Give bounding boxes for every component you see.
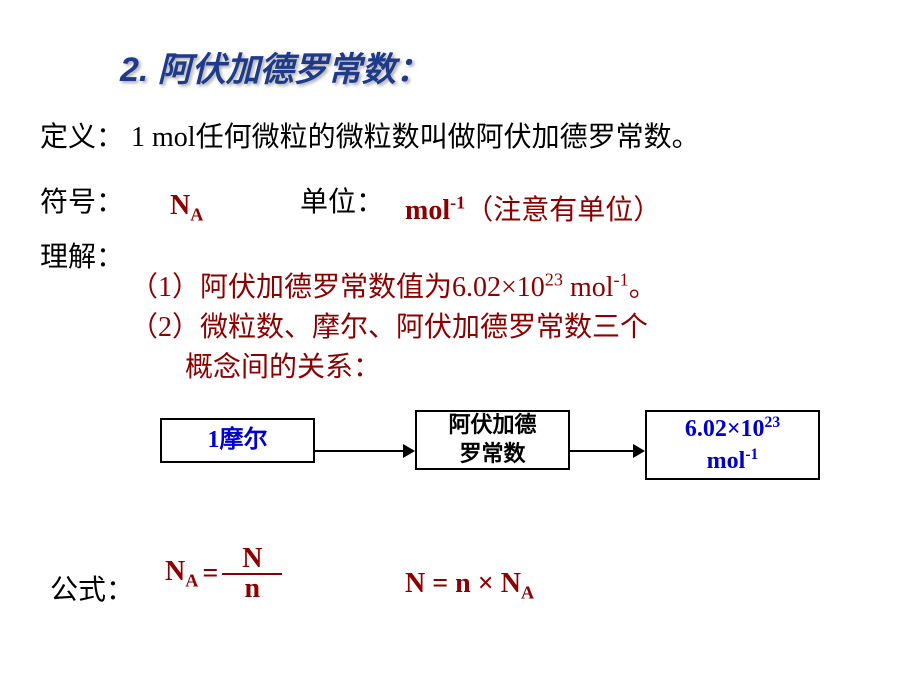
understand-row: 理解： [40,235,124,275]
understand-label: 理解： [40,242,124,273]
formula-2: N = n × NA [405,568,534,604]
p1-post: mol [563,272,614,303]
box3-exp: 23 [765,414,781,431]
p1-exp: 23 [545,270,563,290]
definition-text: 1 mol任何微粒的微粒数叫做阿伏加德罗常数。 [131,122,700,153]
p1-exp2: -1 [614,270,629,290]
diagram-box-avogadro: 阿伏加德罗常数 [415,410,570,470]
unit-exp: -1 [450,193,465,213]
f1-Asub: A [185,571,198,591]
point-1: （1）阿伏加德罗常数值为6.02×1023 mol-1。 [130,265,657,305]
symbol-value: NA [170,190,203,226]
definition-row: 定义： 1 mol任何微粒的微粒数叫做阿伏加德罗常数。 [40,115,700,155]
definition-label: 定义： [40,122,124,153]
box3-pre: 6.02×10 [685,416,765,442]
arrow-1-line [315,450,405,452]
formula-label: 公式： [50,575,134,606]
point-2a: （2）微粒数、摩尔、阿伏加德罗常数三个 [130,305,648,345]
formula-1: NA = N n [165,545,282,603]
box3-l2exp: -1 [745,446,758,463]
p1-pre: （1）阿伏加德罗常数值为6.02×10 [130,272,545,303]
box3-text: 6.02×1023 mol-1 [685,413,780,477]
f1-fraction: N n [222,545,282,603]
f1-N: N [165,556,185,587]
arrow-2-head [633,444,645,458]
f1-lhs: NA [165,556,198,592]
f1-num: N [242,545,262,573]
formula-label-wrap: 公式： [50,568,134,608]
arrow-2-line [570,450,635,452]
diagram-box-1mol: 1摩尔 [160,418,315,463]
box3-l2pre: mol [707,448,746,474]
unit-label: 单位： [300,187,384,218]
point-2b: 概念间的关系： [185,345,381,385]
symbol-label: 符号： [40,187,124,218]
symbol-row: 符号： [40,180,124,220]
f2-sub: A [521,583,534,603]
diagram-box-value: 6.02×1023 mol-1 [645,410,820,480]
unit-label-wrap: 单位： [300,180,384,220]
p1-end: 。 [629,272,657,303]
f2-body: N = n × N [405,568,521,599]
f1-eq: = [202,558,218,590]
f1-den: n [245,575,261,603]
unit-mol: mol [405,195,450,226]
section-title: 2. 阿伏加德罗常数： [120,42,430,91]
box2-text: 阿伏加德罗常数 [448,411,536,468]
arrow-1-head [403,444,415,458]
unit-value: mol-1（注意有单位） [405,188,661,228]
unit-note: （注意有单位） [465,195,661,226]
